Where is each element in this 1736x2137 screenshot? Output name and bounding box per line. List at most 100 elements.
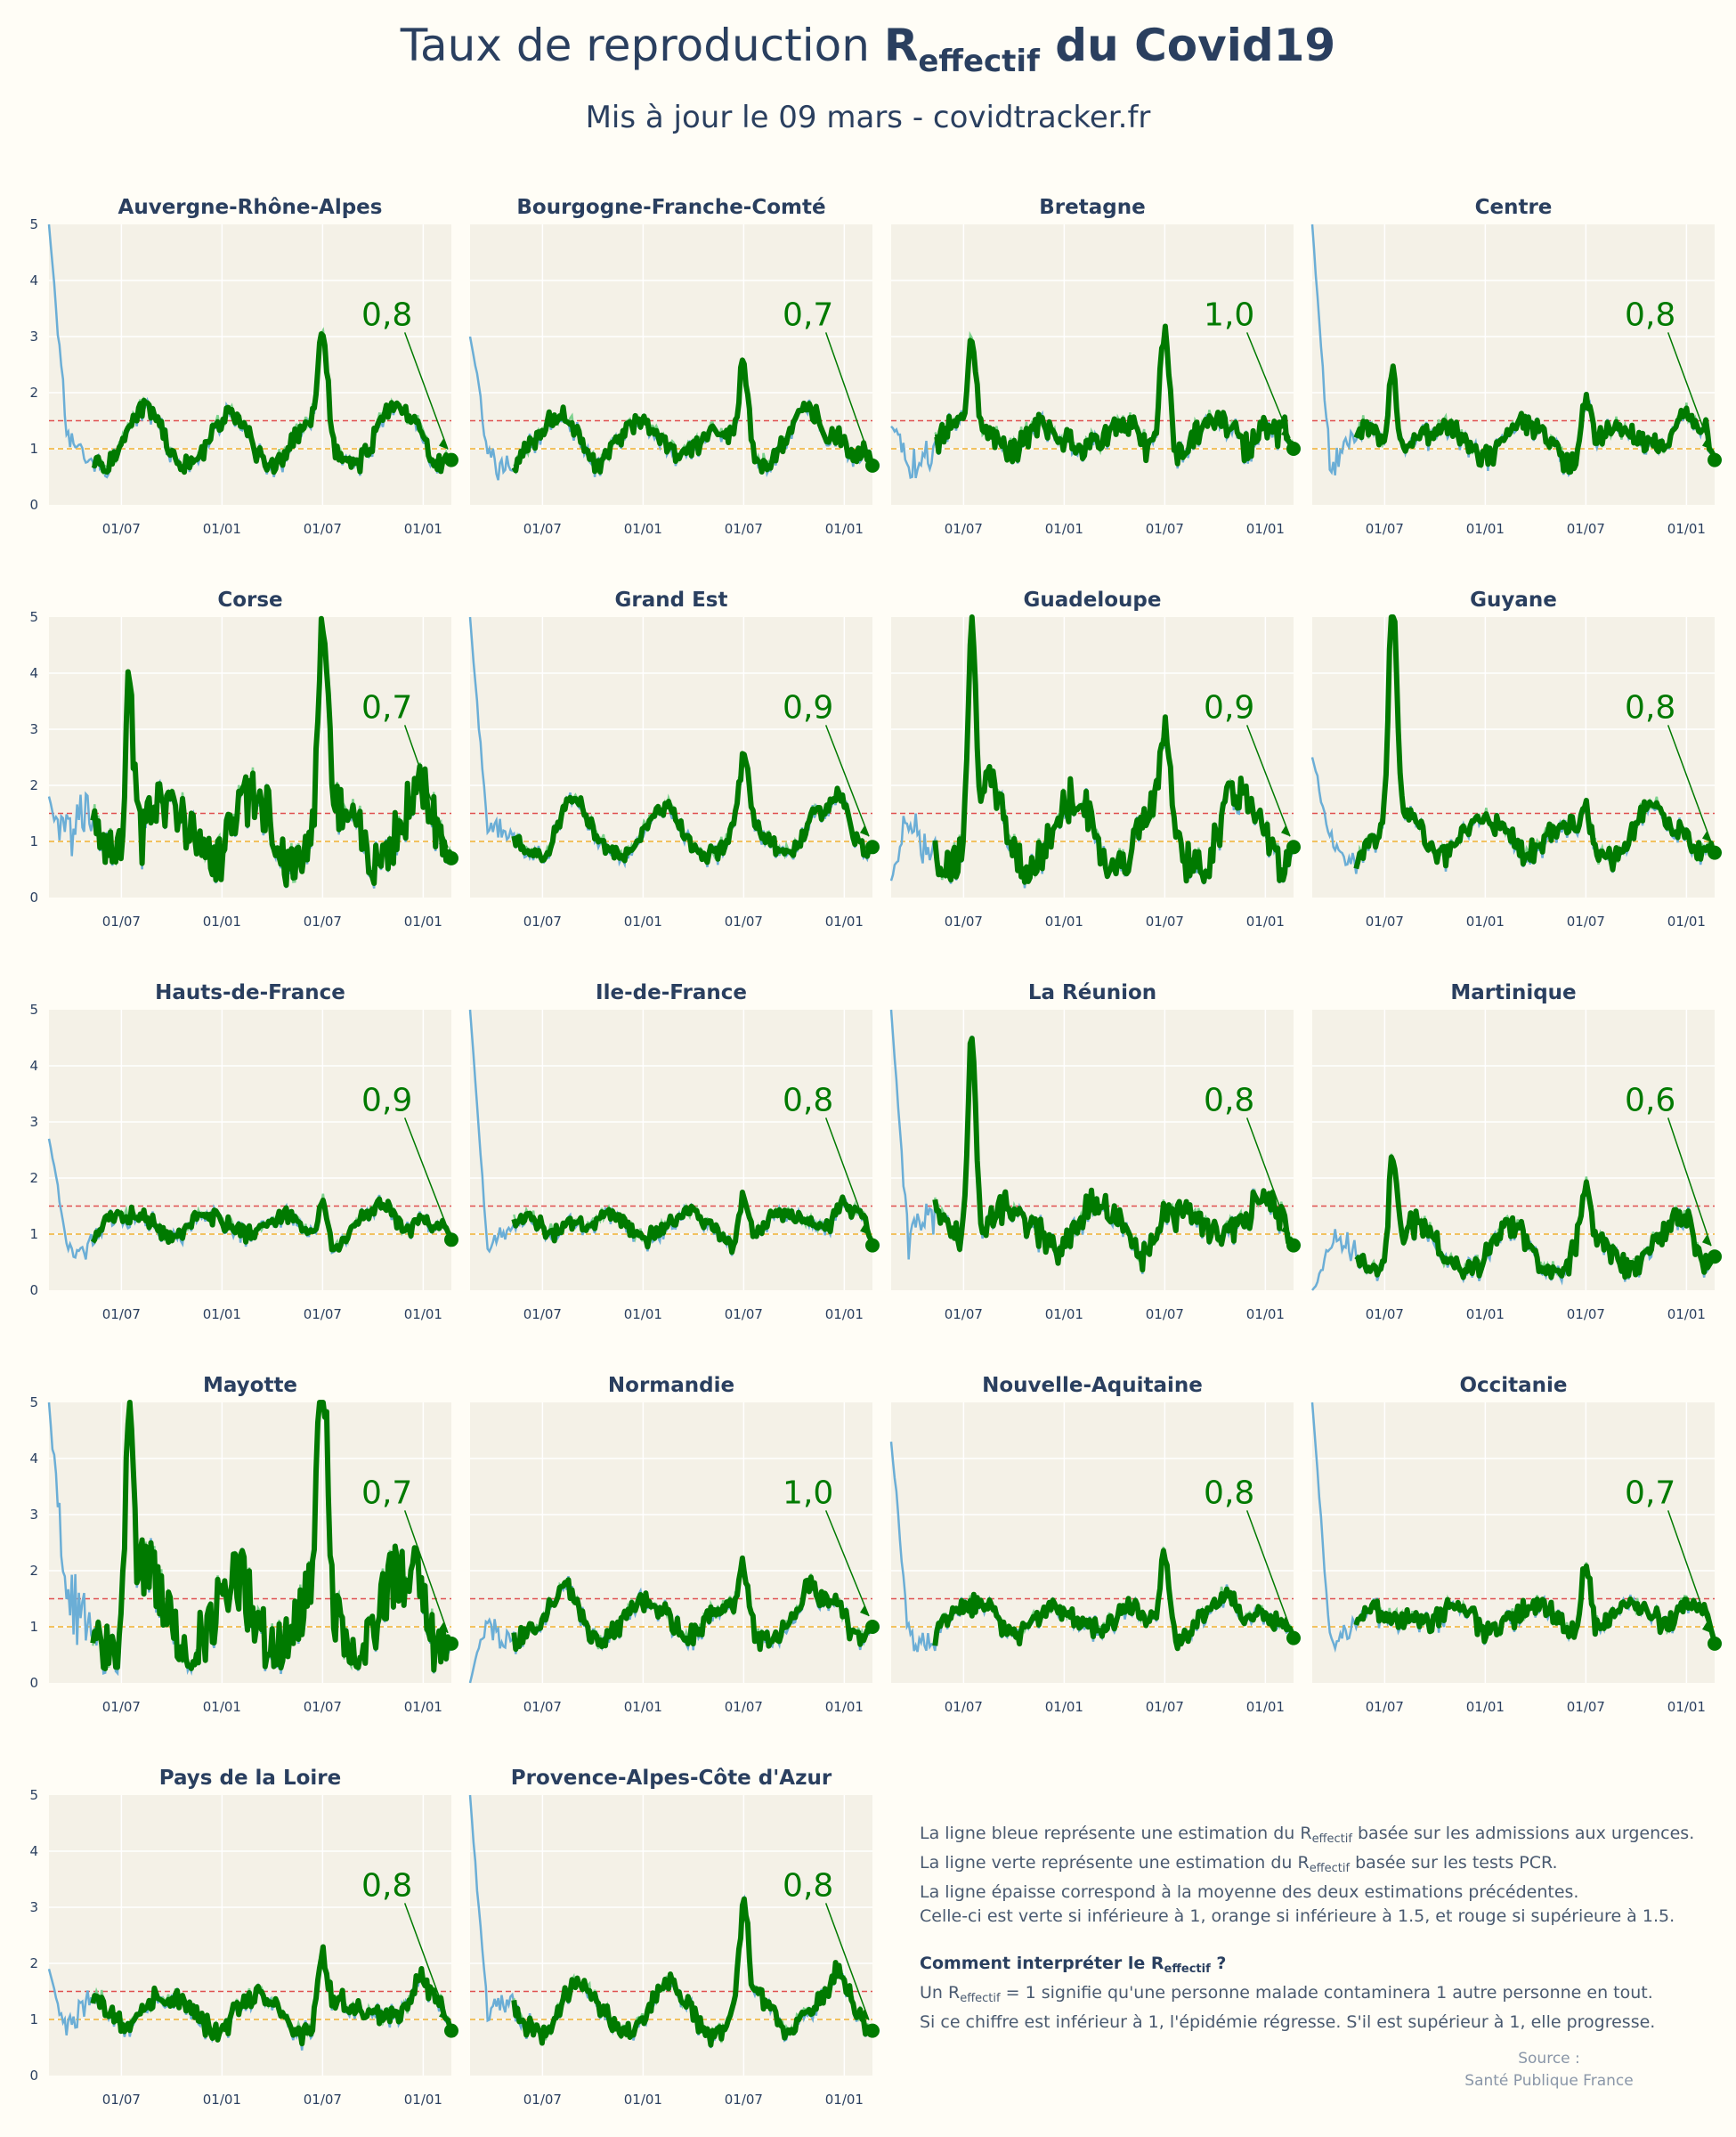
latest-marker [865,840,880,855]
x-tick-label: 01/07 [102,914,141,930]
x-tick-label: 01/07 [1146,1306,1184,1322]
annotation-arrow [824,1903,870,2020]
note-question: Comment interpréter le Reffectif ? [920,1954,1227,1976]
plot-background [470,1795,872,2076]
annotation-arrow [1667,1510,1712,1634]
annotation-arrow [1245,725,1291,837]
x-tick-label: 01/01 [1466,1699,1505,1715]
region-panel: 01/07 01/01 01/07 01/01 La Réunion 0,8 [889,981,1301,1322]
x-tick-label: 01/01 [404,1306,442,1322]
region-title: Martinique [1450,981,1576,1004]
arrow-head [1281,825,1290,837]
average-line [932,1548,1296,1652]
region-title: Grand Est [615,589,728,612]
x-tick-label: 01/07 [1366,1699,1404,1715]
y-tick-label: 2 [29,777,38,793]
x-tick-label: 01/07 [523,914,562,930]
plot-background [470,224,872,505]
y-tick-label: 5 [29,1394,38,1410]
y-tick-label: 3 [29,721,38,737]
x-tick-label: 01/01 [624,1699,662,1715]
annotation-arrow [1667,1117,1712,1247]
x-tick-label: 01/01 [203,521,241,537]
arrow-head [860,825,869,837]
x-tick-label: 01/01 [1246,1699,1285,1715]
plot-background [49,1402,451,1683]
x-tick-label: 01/01 [1246,914,1285,930]
x-tick-label: 01/07 [304,2092,342,2108]
x-tick-label: 01/07 [1146,1699,1184,1715]
note-answer-1: Un Reffectif = 1 signifie qu'une personn… [920,1983,1653,2005]
latest-value-label: 0,6 [1625,1082,1675,1118]
x-tick-label: 01/01 [404,914,442,930]
y-tick-label: 4 [29,272,38,288]
latest-marker [1286,1630,1301,1645]
y-tick-label: 2 [29,385,38,401]
x-tick-label: 01/07 [725,1306,763,1322]
x-tick-label: 01/01 [1045,1306,1083,1322]
y-tick-label: 4 [29,1450,38,1467]
arrow-head [439,438,448,450]
plot-background [470,1402,872,1683]
arrow-head [1702,1235,1711,1247]
average-line [511,1190,875,1255]
average-line [90,1400,454,1673]
annotation-arrow [824,725,870,837]
x-tick-label: 01/07 [1567,1306,1605,1322]
y-tick-label: 3 [29,1114,38,1130]
x-tick-label: 01/07 [304,1306,342,1322]
latest-value-label: 0,7 [1625,1475,1675,1511]
average-line [90,1196,454,1253]
region-title: La Réunion [1028,981,1156,1004]
x-tick-label: 01/07 [945,1306,983,1322]
plot-background [49,1795,451,2076]
x-tick-label: 01/01 [1045,914,1083,930]
source-name: Santé Publique France [1464,2072,1634,2090]
x-tick-label: 01/07 [945,1699,983,1715]
region-panel: 01/07 01/01 01/07 01/01 Occitanie 0,7 [1310,1374,1722,1715]
arrow-head [860,443,869,455]
annotation-arrow [1245,1510,1291,1628]
x-tick-label: 01/01 [1466,521,1505,537]
x-tick-label: 01/01 [1667,914,1706,930]
x-tick-label: 01/07 [102,521,141,537]
average-line [90,1944,454,2047]
region-panel: 01/07 01/01 01/07 01/01 Centre 0,8 [1310,196,1722,537]
region-panel: 01/07 01/01 01/07 01/01 Guyane 0,8 [1310,589,1722,930]
latest-marker [1708,845,1722,860]
latest-marker [1708,1249,1722,1264]
plot-background [470,1010,872,1290]
x-tick-label: 01/01 [1246,1306,1285,1322]
average-line [90,615,454,889]
y-tick-label: 5 [29,609,38,625]
arrow-head [1281,1223,1290,1235]
x-tick-label: 01/07 [1567,521,1605,537]
x-tick-label: 01/01 [1667,1306,1706,1322]
average-line [511,1896,875,2048]
y-tick-label: 1 [29,2011,38,2027]
latest-value-label: 0,8 [783,1867,833,1904]
y-tick-label: 5 [29,1002,38,1018]
x-tick-label: 01/01 [825,2092,864,2108]
region-panel: 0 1 2 3 4 5 01/07 01/01 01/07 01/01 Corse 0,7 [29,589,458,930]
region-title: Occitanie [1459,1374,1567,1397]
arrow-head [1702,438,1711,450]
region-title: Hauts-de-France [155,981,345,1004]
source-credit: Source : Santé Publique France [1424,2048,1674,2092]
latest-value-label: 0,7 [783,297,833,333]
annotation-arrow [403,1903,449,2020]
region-panel: 0 1 2 3 4 5 01/07 01/01 01/07 01/01 Hauts-de-Franc… [29,981,458,1322]
annotation-arrow [403,1117,449,1230]
region-panel: 01/07 01/01 01/07 01/01 Nouvelle-Aquitaine 0,… [889,1374,1301,1715]
x-tick-label: 01/01 [1667,1699,1706,1715]
latest-marker [1708,452,1722,467]
arrow-head [439,836,448,848]
page-title: Taux de reproduction Reffectif du Covid1… [0,20,1736,79]
x-tick-label: 01/01 [825,521,864,537]
latest-value-label: 0,9 [1204,689,1254,726]
region-title: Guadeloupe [1024,589,1162,612]
x-tick-label: 01/01 [404,1699,442,1715]
y-tick-label: 0 [29,1282,38,1298]
average-line [511,1555,873,1653]
